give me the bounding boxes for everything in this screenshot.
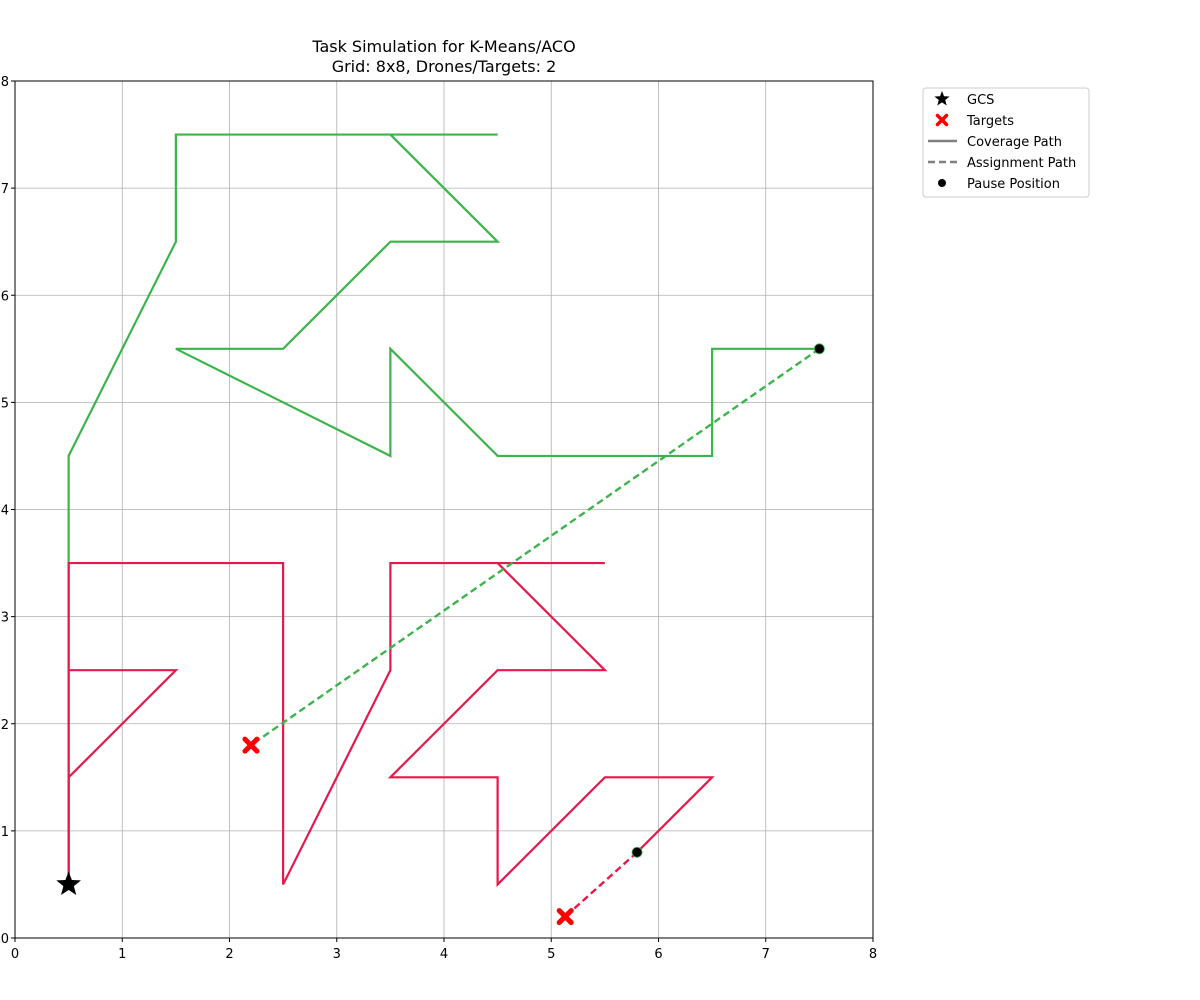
assignment-path-line xyxy=(564,851,638,918)
coverage-path-line xyxy=(67,669,179,874)
legend-label: Pause Position xyxy=(967,177,1060,192)
x-tick-label: 4 xyxy=(440,947,448,962)
pause-position-marker xyxy=(631,846,643,858)
legend-label: Assignment Path xyxy=(967,156,1076,171)
legend-label: GCS xyxy=(967,93,994,108)
chart-title: Task Simulation for K-Means/ACO xyxy=(311,37,575,56)
gcs-star-marker xyxy=(56,871,81,895)
x-tick-label: 3 xyxy=(333,947,341,962)
x-axis-ticks: 0 1 2 3 4 5 6 7 8 xyxy=(11,938,877,962)
markers xyxy=(56,343,825,926)
legend-gcs-icon xyxy=(934,91,950,106)
x-tick-label: 1 xyxy=(118,947,126,962)
legend-label: Coverage Path xyxy=(967,135,1062,150)
assignment-path-line xyxy=(250,347,821,747)
coverage-paths xyxy=(67,133,820,888)
target-marker xyxy=(242,736,260,754)
x-tick-label: 0 xyxy=(11,947,19,962)
y-tick-label: 7 xyxy=(1,182,9,197)
x-tick-label: 2 xyxy=(225,947,233,962)
grid-lines xyxy=(14,80,874,939)
x-tick-label: 5 xyxy=(547,947,555,962)
y-tick-label: 0 xyxy=(1,932,9,947)
pause-position-marker xyxy=(813,343,825,355)
legend-label: Targets xyxy=(966,114,1014,129)
x-tick-label: 6 xyxy=(654,947,662,962)
y-tick-label: 5 xyxy=(1,396,9,411)
y-tick-label: 1 xyxy=(1,825,9,840)
legend: GCS Targets Coverage Path Assignment Path Pa… xyxy=(922,87,1090,198)
x-tick-label: 8 xyxy=(869,947,877,962)
legend-box xyxy=(922,87,1090,198)
x-tick-label: 7 xyxy=(762,947,770,962)
plot-area-frame xyxy=(14,80,874,939)
y-tick-label: 8 xyxy=(1,75,9,90)
y-tick-label: 3 xyxy=(1,611,9,626)
y-tick-label: 6 xyxy=(1,289,9,304)
coverage-path-line xyxy=(67,561,715,888)
coverage-path-line xyxy=(67,133,820,885)
y-axis-ticks: 0 1 2 3 4 5 6 7 8 xyxy=(1,75,15,947)
y-tick-label: 4 xyxy=(1,504,9,519)
y-tick-label: 2 xyxy=(1,718,9,733)
legend-target-icon xyxy=(935,113,949,127)
chart-subtitle: Grid: 8x8, Drones/Targets: 2 xyxy=(332,57,557,76)
target-marker xyxy=(556,908,574,926)
legend-pause-icon xyxy=(938,179,946,187)
assignment-paths xyxy=(250,347,821,918)
